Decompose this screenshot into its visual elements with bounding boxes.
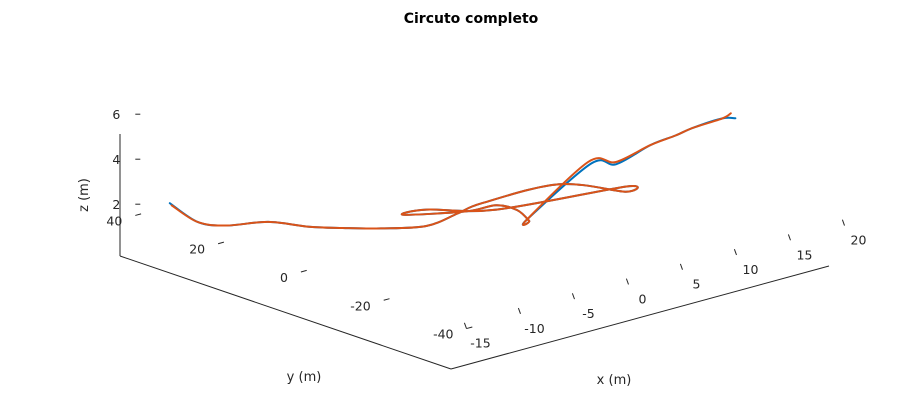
x-tick-label: 10 <box>743 262 759 277</box>
x-tick-mark <box>463 322 467 329</box>
x-tick-mark <box>517 307 521 315</box>
z-tick-label: 2 <box>112 197 120 212</box>
trajectory-series <box>168 112 737 230</box>
y-tick-label: 40 <box>106 213 122 228</box>
x-axis-line <box>450 265 830 370</box>
axis-ticks: -15 -10 -5 0 5 10 15 20 -40 -20 0 20 402 4 6 <box>106 107 866 350</box>
y-tick-label: 0 <box>280 270 288 285</box>
x-axis-label: x (m) <box>597 373 632 388</box>
x-tick-mark <box>787 234 791 241</box>
x-tick-label: 5 <box>693 277 701 292</box>
x-tick-mark <box>679 263 683 270</box>
x-tick-label: 15 <box>797 247 813 262</box>
series-line-reference <box>170 112 732 230</box>
x-tick-label: -10 <box>524 321 544 336</box>
x-tick-mark <box>841 219 845 226</box>
x-tick-mark <box>625 278 629 285</box>
y-tick-mark <box>217 241 225 245</box>
x-tick-label: 0 <box>639 291 647 306</box>
y-tick-mark <box>466 326 473 330</box>
y-tick-label: 20 <box>189 242 205 257</box>
z-tick-label: 6 <box>112 107 120 122</box>
y-axis-label: y (m) <box>287 370 322 385</box>
y-axis-line <box>119 255 452 370</box>
y-tick-mark <box>135 213 142 216</box>
y-tick-mark <box>300 269 307 273</box>
x-tick-mark <box>733 248 737 256</box>
x-tick-mark <box>571 293 575 300</box>
y-tick-label: -40 <box>433 327 453 342</box>
x-tick-label: -15 <box>470 336 490 351</box>
y-tick-label: -20 <box>350 298 370 313</box>
y-tick-mark <box>383 298 390 301</box>
x-tick-label: -5 <box>582 306 594 321</box>
axes-lines <box>119 134 830 370</box>
chart-title: Circuto completo <box>404 11 539 27</box>
z-axis-label: z (m) <box>77 178 92 212</box>
x-tick-label: 20 <box>851 233 867 248</box>
z-tick-label: 4 <box>112 152 120 167</box>
